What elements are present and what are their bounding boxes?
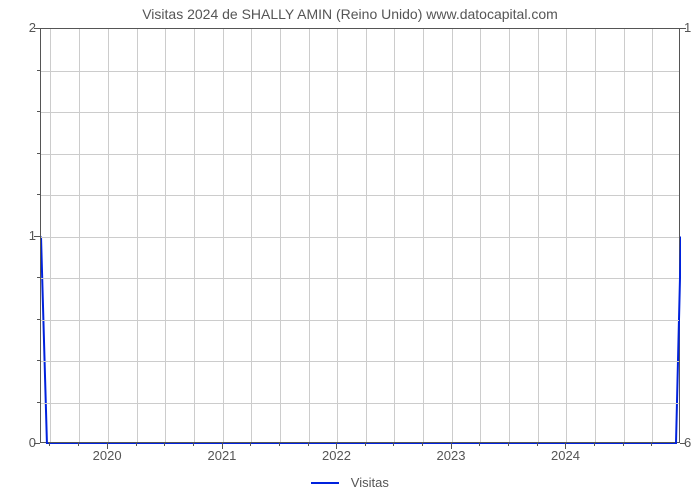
xtick-minor — [422, 443, 423, 446]
grid-line-v — [79, 29, 80, 442]
xtick-label: 2020 — [93, 448, 122, 463]
grid-line-v — [538, 29, 539, 442]
ytick-label: 1 — [6, 228, 36, 243]
xtick-minor — [365, 443, 366, 446]
grid-line-v — [309, 29, 310, 442]
grid-line-v — [652, 29, 653, 442]
xtick-label: 2023 — [437, 448, 466, 463]
xtick-minor — [479, 443, 480, 446]
grid-line-v — [280, 29, 281, 442]
ytick-minor — [37, 111, 40, 112]
sec-ytick-label: 6 — [684, 435, 691, 450]
xtick-minor — [49, 443, 50, 446]
xtick-minor — [308, 443, 309, 446]
xtick-label: 2022 — [322, 448, 351, 463]
xtick-minor — [651, 443, 652, 446]
xtick-minor — [279, 443, 280, 446]
grid-line-v — [452, 29, 453, 442]
ytick-minor — [37, 319, 40, 320]
xtick-minor — [136, 443, 137, 446]
ytick-minor — [37, 277, 40, 278]
ytick-minor — [37, 153, 40, 154]
chart-title: Visitas 2024 de SHALLY AMIN (Reino Unido… — [0, 6, 700, 22]
grid-line-v — [337, 29, 338, 442]
xtick-minor — [508, 443, 509, 446]
grid-line-v — [366, 29, 367, 442]
grid-line-v — [108, 29, 109, 442]
ytick-minor — [37, 194, 40, 195]
xtick-minor — [78, 443, 79, 446]
grid-line-v — [251, 29, 252, 442]
grid-line-v — [394, 29, 395, 442]
ytick-minor — [37, 402, 40, 403]
plot-area — [40, 28, 680, 443]
xtick-minor — [164, 443, 165, 446]
ytick-label: 0 — [6, 435, 36, 450]
xtick-minor — [594, 443, 595, 446]
legend: Visitas — [0, 474, 700, 490]
xtick-label: 2021 — [207, 448, 236, 463]
sec-ytick-label: 1 — [684, 20, 691, 35]
ytick-label: 2 — [6, 20, 36, 35]
grid-line-v — [595, 29, 596, 442]
xtick-minor — [623, 443, 624, 446]
ytick-minor — [37, 360, 40, 361]
xtick-minor — [250, 443, 251, 446]
grid-line-v — [165, 29, 166, 442]
grid-line-v — [509, 29, 510, 442]
ytick-minor — [37, 70, 40, 71]
grid-line-v — [480, 29, 481, 442]
grid-line-v — [137, 29, 138, 442]
grid-line-v — [566, 29, 567, 442]
legend-swatch — [311, 482, 339, 484]
grid-line-v — [223, 29, 224, 442]
grid-line-v — [423, 29, 424, 442]
grid-line-v — [194, 29, 195, 442]
xtick-minor — [193, 443, 194, 446]
legend-label: Visitas — [351, 475, 389, 490]
xtick-minor — [537, 443, 538, 446]
grid-line-v — [50, 29, 51, 442]
xtick-label: 2024 — [551, 448, 580, 463]
xtick-minor — [393, 443, 394, 446]
grid-line-v — [624, 29, 625, 442]
chart-container: Visitas 2024 de SHALLY AMIN (Reino Unido… — [0, 0, 700, 500]
